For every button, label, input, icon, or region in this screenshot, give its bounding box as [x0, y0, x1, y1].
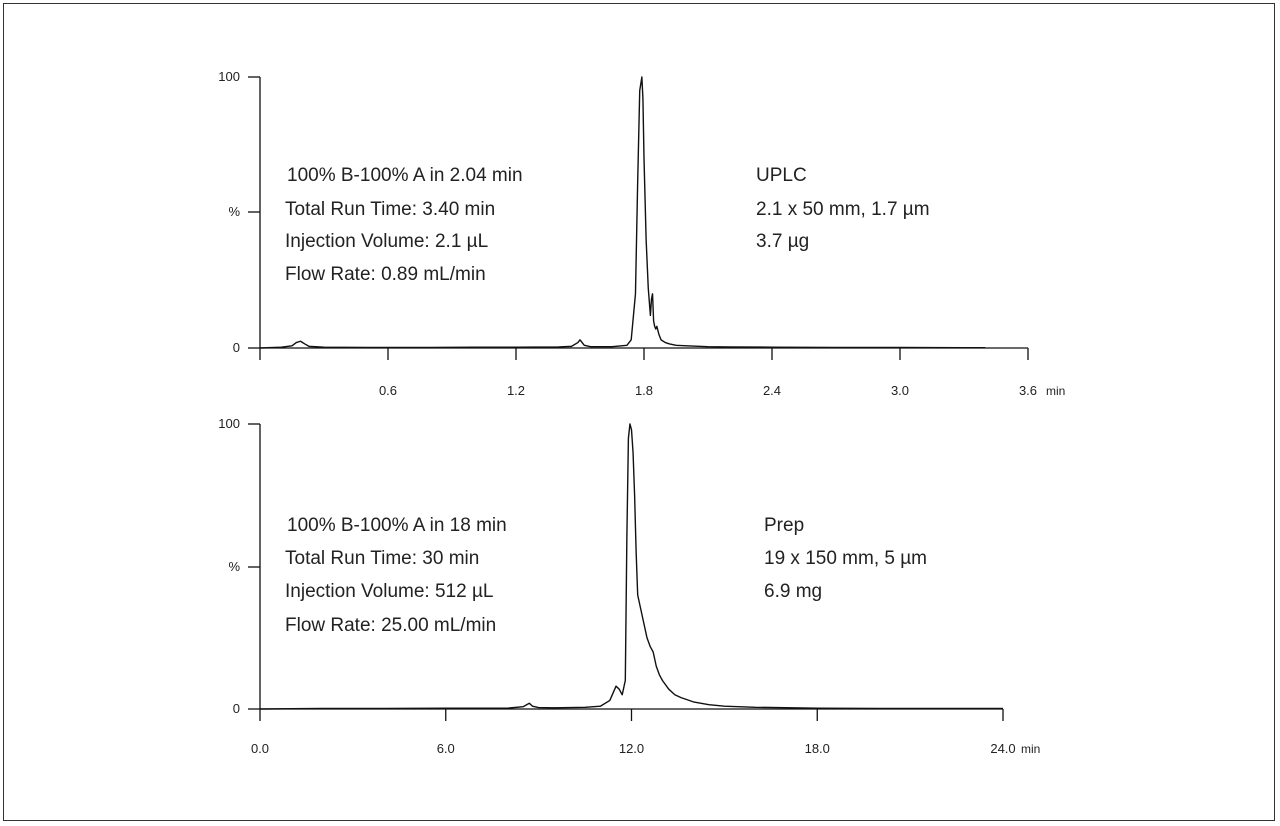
uplc-load-label: 3.7 µg: [756, 231, 809, 252]
uplc-x-tick-label: 1.8: [635, 383, 653, 398]
uplc-column-annotations: UPLC 2.1 x 50 mm, 1.7 µm 3.7 µg: [756, 165, 930, 252]
prep-x-tick-label: 18.0: [805, 741, 830, 756]
uplc-x-tick-label: 3.0: [891, 383, 909, 398]
uplc-run-time-label: Total Run Time: 3.40 min: [285, 199, 495, 220]
prep-x-tick-label: 6.0: [437, 741, 455, 756]
uplc-x-tick-label: 2.4: [763, 383, 781, 398]
uplc-flow-rate-label: Flow Rate: 0.89 mL/min: [285, 264, 486, 285]
uplc-chromatogram: 100 % 0 0.6 1.2 1.8 2.4 3.0 3.6 min 100% B-10…: [218, 69, 1065, 398]
uplc-gradient-label: 100% B-100% A in 2.04 min: [287, 165, 523, 186]
uplc-y-label-100: 100: [218, 69, 240, 84]
uplc-x-ticks: 0.6 1.2 1.8 2.4 3.0 3.6: [259, 348, 1037, 398]
prep-load-label: 6.9 mg: [764, 581, 822, 602]
prep-column-annotations: Prep 19 x 150 mm, 5 µm 6.9 mg: [764, 515, 927, 602]
prep-x-unit: min: [1021, 742, 1040, 756]
uplc-injection-volume-label: Injection Volume: 2.1 µL: [285, 231, 488, 252]
prep-chromatogram: 100 % 0 0.0 6.0 12.0 18.0 24.0 min 100% B-10…: [218, 416, 1040, 756]
uplc-x-tick-label: 0.6: [379, 383, 397, 398]
uplc-x-tick-label: 1.2: [507, 383, 525, 398]
prep-injection-volume-label: Injection Volume: 512 µL: [285, 581, 493, 602]
prep-flow-rate-label: Flow Rate: 25.00 mL/min: [285, 615, 496, 636]
uplc-x-tick-label: 3.6: [1019, 383, 1037, 398]
prep-column-dimensions-label: 19 x 150 mm, 5 µm: [764, 548, 927, 569]
prep-x-tick-label: 24.0: [990, 741, 1015, 756]
uplc-x-unit: min: [1046, 384, 1065, 398]
prep-x-tick-label: 0.0: [251, 741, 269, 756]
prep-y-label-percent: %: [228, 559, 240, 574]
uplc-method-annotations: 100% B-100% A in 2.04 min Total Run Time…: [285, 165, 523, 285]
prep-y-label-0: 0: [233, 701, 240, 716]
prep-run-time-label: Total Run Time: 30 min: [285, 548, 479, 569]
uplc-column-dimensions-label: 2.1 x 50 mm, 1.7 µm: [756, 199, 930, 220]
prep-x-tick-label: 12.0: [619, 741, 644, 756]
prep-system-label: Prep: [764, 515, 804, 536]
uplc-y-label-percent: %: [228, 204, 240, 219]
uplc-system-label: UPLC: [756, 165, 807, 186]
prep-trace: [259, 423, 1003, 710]
uplc-trace: [259, 76, 986, 349]
prep-x-ticks: 0.0 6.0 12.0 18.0 24.0: [251, 709, 1016, 756]
prep-gradient-label: 100% B-100% A in 18 min: [287, 515, 507, 536]
uplc-y-label-0: 0: [233, 340, 240, 355]
prep-method-annotations: 100% B-100% A in 18 min Total Run Time: …: [285, 515, 507, 636]
prep-y-label-100: 100: [218, 416, 240, 431]
